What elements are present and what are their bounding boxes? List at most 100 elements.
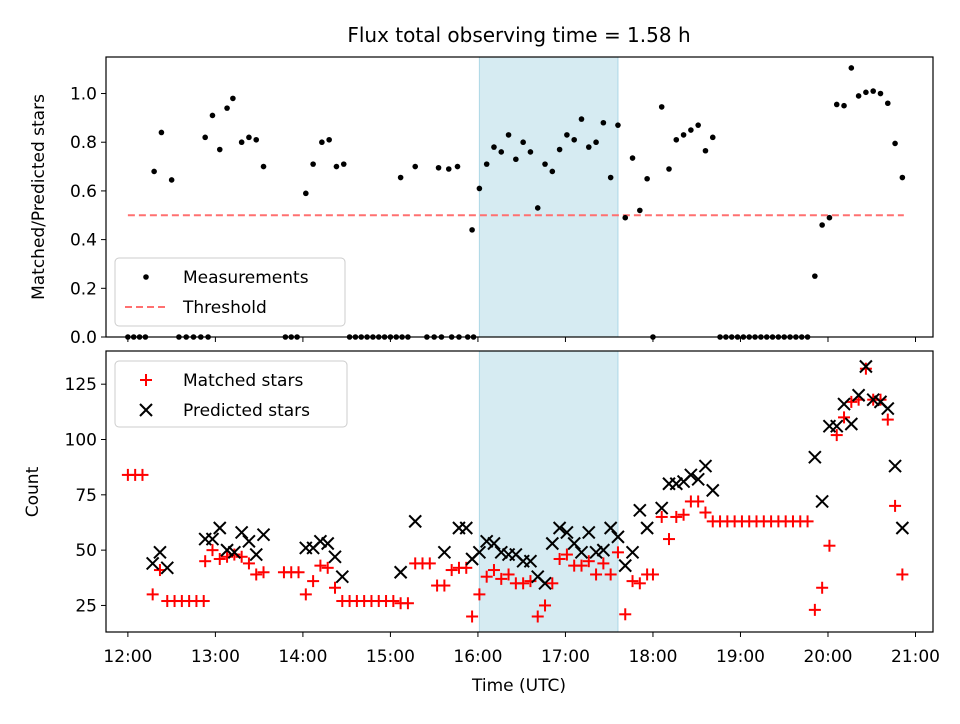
predicted-star-point <box>472 545 487 560</box>
predicted-star-point <box>538 576 552 591</box>
predicted-star-point <box>574 545 589 560</box>
top-panel: 0.0 0.2 0.4 0.6 0.8 1.0 Matched/Predicted sta… <box>29 56 934 348</box>
xtick-label: 18:00 <box>628 647 677 667</box>
measurement-point <box>158 129 165 136</box>
top-x-ticks <box>127 337 916 342</box>
matched-star-point <box>590 568 603 581</box>
matched-star-point <box>438 579 451 592</box>
measurement-point <box>833 101 840 108</box>
measurement-point <box>310 161 316 167</box>
top-legend-box <box>114 257 346 327</box>
matched-star-point <box>136 468 149 481</box>
matched-star-point <box>502 568 515 581</box>
xtick-label: 13:00 <box>191 647 240 667</box>
legend-matched-marker <box>140 374 152 386</box>
matched-star-point <box>517 577 530 590</box>
predicted-star-point <box>633 503 647 518</box>
measurement-point <box>412 163 419 170</box>
measurement-point <box>151 168 157 175</box>
measurement-point <box>483 161 490 167</box>
legend-matched-label: Matched stars <box>183 371 303 391</box>
matched-star-point <box>328 581 341 594</box>
predicted-star-point <box>589 545 603 560</box>
measurement-point <box>863 89 869 96</box>
matched-star-point <box>466 610 479 623</box>
matched-star-point <box>487 564 500 577</box>
predicted-star-point <box>881 401 895 416</box>
predicted-star-point <box>698 459 713 473</box>
measurement-point <box>884 100 891 107</box>
matched-star-point <box>206 544 219 557</box>
predicted-star-point <box>815 494 829 509</box>
matched-star-point <box>677 508 690 521</box>
measurement-point <box>333 163 340 170</box>
measurement-point <box>564 132 570 138</box>
matched-star-point <box>401 597 414 610</box>
predicted-star-point <box>205 532 220 546</box>
predicted-star-point <box>145 556 160 571</box>
matched-star-point <box>197 595 210 608</box>
measurement-point <box>445 166 452 172</box>
top-ytick-label: 0.0 <box>70 328 97 348</box>
predicted-star-point <box>655 501 669 515</box>
predicted-star-point <box>706 483 720 498</box>
matched-star-point <box>531 610 544 623</box>
predicted-star-point <box>844 417 859 431</box>
measurement-point <box>209 112 216 119</box>
matched-star-point <box>575 559 588 572</box>
predicted-star-point <box>611 530 625 544</box>
bottom-ytick-label: 50 <box>75 541 97 561</box>
predicted-star-point <box>328 550 342 564</box>
bottom-legend-box <box>114 360 348 428</box>
measurement-point <box>819 222 825 228</box>
top-ytick-label: 0.4 <box>70 231 97 251</box>
measurement-point <box>695 122 701 128</box>
measurement-point <box>513 156 519 163</box>
top-ytick-label: 0.6 <box>70 182 97 202</box>
predicted-star-point <box>830 419 844 433</box>
measurement-point <box>578 116 585 122</box>
predicted-star-point <box>851 388 866 402</box>
matched-star-point <box>307 575 320 588</box>
measurement-point <box>658 104 665 110</box>
measurement-point <box>549 168 556 175</box>
predicted-star-point <box>256 527 271 542</box>
predicted-star-point <box>523 554 538 568</box>
predicted-star-point <box>153 545 167 560</box>
predicted-star-point <box>408 514 422 529</box>
observing-window-shade-top <box>478 56 619 338</box>
xtick-label: 19:00 <box>716 647 765 667</box>
measurement-point <box>877 90 884 97</box>
matched-star-point <box>199 555 212 568</box>
measurement-point <box>491 144 497 150</box>
measurement-point <box>527 149 534 155</box>
measurement-point <box>534 205 541 211</box>
top-y-ticks: 0.0 0.2 0.4 0.6 0.8 1.0 <box>70 85 106 348</box>
measurement-point <box>826 214 833 221</box>
matched-star-point <box>539 599 552 612</box>
xtick-label: 17:00 <box>541 647 590 667</box>
matched-star-point <box>582 555 595 568</box>
predicted-star-point <box>160 561 174 575</box>
predicted-star-point <box>227 545 242 560</box>
measurement-point <box>556 146 563 153</box>
predicted-star-point <box>895 521 910 535</box>
measurement-point <box>892 140 898 147</box>
xtick-label: 12:00 <box>103 647 152 667</box>
predicted-star-point <box>552 521 567 535</box>
predicted-star-point <box>691 472 705 487</box>
matched-star-point <box>663 533 676 546</box>
measurement-point <box>673 136 680 143</box>
bottom-ytick-label: 125 <box>65 375 97 395</box>
top-ytick-label: 1.0 <box>70 85 97 105</box>
measurement-point <box>607 174 614 181</box>
matched-star-point <box>646 568 659 581</box>
measurement-point <box>253 136 260 143</box>
observing-window-shade-bottom <box>478 350 619 633</box>
matched-star-point <box>896 568 909 581</box>
predicted-star-point <box>603 521 618 535</box>
measurement-point <box>542 161 548 167</box>
matched-star-point <box>655 510 668 523</box>
